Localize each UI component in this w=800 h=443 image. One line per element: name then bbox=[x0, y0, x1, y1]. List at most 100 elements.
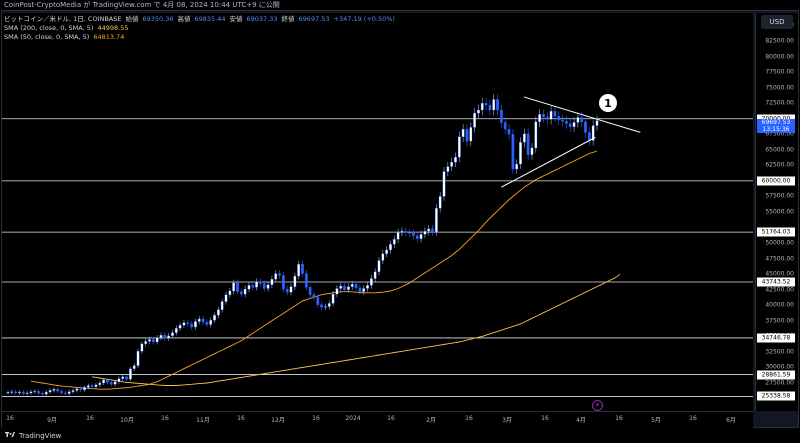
candle-body bbox=[389, 244, 392, 251]
candle-body bbox=[350, 283, 354, 287]
candle-body bbox=[144, 341, 148, 344]
candle-body bbox=[178, 325, 182, 329]
price-tick-label: 27500.00 bbox=[765, 379, 794, 387]
candle-body bbox=[362, 288, 366, 292]
candle-body bbox=[431, 228, 434, 233]
price-tick-label: 82500.00 bbox=[765, 37, 794, 45]
candle-body bbox=[392, 239, 396, 245]
high-label: 高値 bbox=[177, 15, 191, 23]
price-tick-label: 42500.00 bbox=[765, 286, 794, 294]
candle-body bbox=[301, 264, 304, 274]
chart-plot-area[interactable]: 1 bbox=[2, 13, 753, 411]
candle-body bbox=[113, 381, 117, 385]
candle-body bbox=[492, 99, 496, 111]
candle-body bbox=[584, 121, 587, 133]
open-label: 始値 bbox=[125, 15, 139, 23]
candle-body bbox=[354, 283, 358, 289]
candle-body bbox=[377, 260, 381, 272]
candle-body bbox=[121, 376, 125, 379]
candle-body bbox=[427, 228, 431, 232]
time-tick-label: 4月 bbox=[576, 417, 586, 424]
candle-body bbox=[331, 293, 335, 304]
candle-body bbox=[167, 335, 170, 339]
price-level-box: 51764.03 bbox=[757, 227, 795, 237]
triangle-upper-line bbox=[523, 96, 641, 133]
candle-body bbox=[496, 99, 499, 111]
sma50-label[interactable]: SMA (50, close, 0, SMA, 5) bbox=[4, 33, 90, 41]
price-chart[interactable]: 1 bbox=[2, 13, 753, 411]
candle-body bbox=[500, 109, 503, 123]
candle-body bbox=[159, 334, 163, 338]
candle-body bbox=[155, 337, 159, 343]
price-tick-label: 47500.00 bbox=[765, 255, 794, 263]
candle-body bbox=[236, 282, 239, 292]
candle-body bbox=[446, 166, 450, 172]
last-price-box: 69697.53 13:15:36 bbox=[757, 118, 795, 133]
sma200-line bbox=[92, 273, 621, 386]
candle-body bbox=[255, 281, 258, 288]
tradingview-logo-icon bbox=[5, 432, 15, 437]
footer-brand[interactable]: TradingView bbox=[19, 431, 62, 440]
candle-body bbox=[343, 285, 346, 290]
candle-body bbox=[423, 231, 427, 235]
price-level-box: 28861.59 bbox=[757, 370, 795, 380]
sma200-value: 44998.55 bbox=[97, 24, 129, 32]
price-tick-label: 77500.00 bbox=[765, 68, 794, 76]
time-tick-label: 16 bbox=[387, 415, 395, 422]
candle-body bbox=[320, 304, 323, 308]
time-tick-label: 5月 bbox=[651, 417, 661, 424]
candle-body bbox=[385, 249, 388, 254]
candle-body bbox=[297, 264, 301, 277]
candle-body bbox=[224, 294, 228, 302]
candle-body bbox=[396, 232, 400, 240]
time-tick-label: 16 bbox=[161, 415, 169, 422]
candle-body bbox=[503, 122, 507, 130]
symbol-title[interactable]: ビットコイン／米ドル, 1日, COINBASE bbox=[4, 15, 122, 23]
candle-body bbox=[568, 123, 572, 127]
currency-button[interactable]: USD bbox=[761, 15, 793, 29]
candle-body bbox=[484, 103, 488, 106]
candle-body bbox=[217, 309, 220, 316]
candle-body bbox=[71, 390, 75, 392]
candle-body bbox=[324, 306, 327, 308]
candle-body bbox=[140, 343, 144, 352]
candle-body bbox=[117, 378, 121, 382]
candle-body bbox=[148, 339, 151, 342]
candle-body bbox=[515, 163, 519, 170]
price-tick-label: 67500.00 bbox=[765, 130, 794, 138]
candle-body bbox=[545, 116, 549, 120]
candle-body bbox=[190, 323, 193, 328]
price-tick-label: 72500.00 bbox=[765, 99, 794, 107]
candle-body bbox=[285, 288, 289, 293]
price-tick-label: 40000.00 bbox=[765, 301, 794, 309]
candle-body bbox=[400, 231, 404, 233]
time-tick-label: 16 bbox=[465, 415, 473, 422]
candle-body bbox=[454, 157, 457, 163]
sma200-label[interactable]: SMA (200, close, 0, SMA, 5) bbox=[4, 24, 94, 32]
candle-body bbox=[278, 273, 281, 276]
candle-body bbox=[262, 283, 266, 289]
candle-body bbox=[553, 111, 557, 117]
price-scale[interactable]: 85000.0082500.0080000.0077500.0075000.00… bbox=[755, 13, 798, 411]
price-tick-label: 80000.00 bbox=[765, 53, 794, 61]
candle-body bbox=[477, 109, 480, 114]
candle-body bbox=[576, 117, 580, 123]
time-axis[interactable]: 16 9月 16 10月 16 11月 16 12月 16 2024 16 2月 16 3月 16 4月 16 5… bbox=[2, 400, 753, 428]
candle-body bbox=[438, 196, 442, 209]
candle-body bbox=[67, 391, 71, 394]
event-lightning-icon[interactable]: ⚡ bbox=[592, 400, 603, 411]
publish-info: CoinPost-CryptoMedia が TradingView.com で… bbox=[0, 0, 800, 10]
candle-body bbox=[129, 368, 132, 380]
candle-body bbox=[41, 393, 44, 395]
change-value: +347.19 (+0.50%) bbox=[333, 15, 395, 23]
candle-body bbox=[37, 390, 40, 394]
candle-body bbox=[465, 129, 469, 142]
candle-body bbox=[18, 391, 21, 394]
low-label: 安値 bbox=[229, 15, 243, 23]
candle-body bbox=[163, 334, 167, 339]
candle-body bbox=[247, 285, 251, 290]
candle-body bbox=[136, 351, 140, 366]
candle-body bbox=[182, 322, 186, 326]
candle-body bbox=[209, 320, 213, 325]
candle-body bbox=[10, 391, 14, 393]
